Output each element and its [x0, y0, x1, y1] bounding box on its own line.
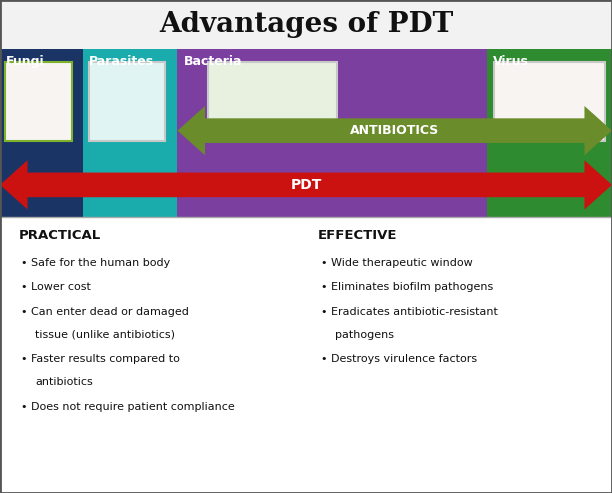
FancyBboxPatch shape: [487, 49, 612, 217]
Text: EFFECTIVE: EFFECTIVE: [318, 229, 398, 242]
Text: • Destroys virulence factors: • Destroys virulence factors: [321, 354, 477, 364]
Text: • Lower cost: • Lower cost: [21, 282, 91, 292]
Polygon shape: [177, 106, 612, 155]
Text: pathogens: pathogens: [335, 330, 394, 340]
FancyBboxPatch shape: [89, 62, 165, 141]
FancyBboxPatch shape: [83, 49, 177, 217]
Text: tissue (unlike antibiotics): tissue (unlike antibiotics): [35, 330, 176, 340]
Text: antibiotics: antibiotics: [35, 377, 93, 387]
Text: ANTIBIOTICS: ANTIBIOTICS: [350, 124, 439, 137]
FancyBboxPatch shape: [177, 49, 487, 217]
Text: • Eradicates antibiotic-resistant: • Eradicates antibiotic-resistant: [321, 307, 498, 317]
Text: Fungi: Fungi: [6, 55, 45, 68]
Text: • Wide therapeutic window: • Wide therapeutic window: [321, 258, 473, 268]
FancyBboxPatch shape: [208, 62, 337, 141]
Text: Advantages of PDT: Advantages of PDT: [159, 11, 453, 38]
Polygon shape: [0, 160, 612, 210]
Text: • Does not require patient compliance: • Does not require patient compliance: [21, 402, 235, 412]
FancyBboxPatch shape: [0, 0, 612, 49]
FancyBboxPatch shape: [494, 62, 605, 141]
Text: • Eliminates biofilm pathogens: • Eliminates biofilm pathogens: [321, 282, 493, 292]
Text: Parasites: Parasites: [89, 55, 154, 68]
Text: Bacteria: Bacteria: [184, 55, 242, 68]
Text: PDT: PDT: [290, 178, 322, 192]
FancyBboxPatch shape: [5, 62, 72, 141]
FancyBboxPatch shape: [0, 49, 83, 217]
Text: PRACTICAL: PRACTICAL: [18, 229, 100, 242]
Text: • Can enter dead or damaged: • Can enter dead or damaged: [21, 307, 189, 317]
Text: Virus: Virus: [493, 55, 529, 68]
FancyBboxPatch shape: [0, 217, 612, 493]
Text: • Faster results compared to: • Faster results compared to: [21, 354, 181, 364]
Text: • Safe for the human body: • Safe for the human body: [21, 258, 171, 268]
